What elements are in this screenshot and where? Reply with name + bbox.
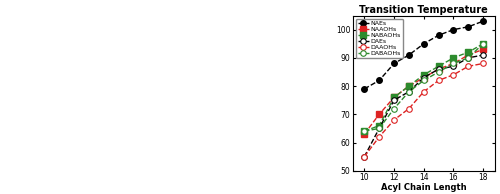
Legend: NAEs, NAAOHs, NABAOHs, DAEs, DAAOHs, DABAOHs: NAEs, NAAOHs, NABAOHs, DAEs, DAAOHs, DAB…: [356, 19, 403, 58]
Line: DAAOHs: DAAOHs: [362, 61, 486, 159]
NABAOHs: [466, 51, 471, 53]
NAEs: [466, 26, 471, 28]
DABAOHs: [436, 71, 442, 73]
Line: NAAOHs: NAAOHs: [362, 47, 486, 137]
NAAOHs: [391, 96, 397, 99]
NAEs: [421, 42, 427, 45]
DABAOHs: [466, 57, 471, 59]
DABAOHs: [450, 62, 456, 65]
NAEs: [391, 62, 397, 65]
Line: NAEs: NAEs: [362, 18, 486, 92]
NABAOHs: [480, 42, 486, 45]
NAAOHs: [436, 68, 442, 70]
DAAOHs: [376, 136, 382, 138]
DAAOHs: [362, 155, 368, 158]
DAEs: [450, 65, 456, 68]
NAAOHs: [421, 76, 427, 79]
DAAOHs: [421, 91, 427, 93]
DAAOHs: [450, 74, 456, 76]
Line: DAEs: DAEs: [362, 52, 486, 159]
DAAOHs: [466, 65, 471, 68]
Line: NABAOHs: NABAOHs: [362, 41, 486, 134]
NABAOHs: [421, 74, 427, 76]
DAEs: [436, 68, 442, 70]
DABAOHs: [362, 130, 368, 132]
DABAOHs: [480, 42, 486, 45]
NAEs: [406, 54, 412, 56]
DABAOHs: [421, 79, 427, 82]
DAEs: [376, 127, 382, 130]
NABAOHs: [391, 96, 397, 99]
NAAOHs: [450, 62, 456, 65]
DAAOHs: [480, 62, 486, 65]
NAEs: [450, 29, 456, 31]
X-axis label: Acyl Chain Length: Acyl Chain Length: [381, 183, 466, 192]
DAAOHs: [391, 119, 397, 121]
DAEs: [421, 76, 427, 79]
NAEs: [376, 79, 382, 82]
DAEs: [466, 57, 471, 59]
NABAOHs: [406, 85, 412, 87]
NAAOHs: [480, 48, 486, 51]
NAAOHs: [376, 113, 382, 115]
NABAOHs: [376, 124, 382, 127]
NAEs: [436, 34, 442, 36]
NAEs: [362, 88, 368, 90]
NAEs: [480, 20, 486, 22]
Line: DABAOHs: DABAOHs: [362, 41, 486, 134]
NABAOHs: [362, 130, 368, 132]
DAEs: [406, 91, 412, 93]
NAAOHs: [406, 85, 412, 87]
Title: Transition Temperature: Transition Temperature: [360, 5, 488, 15]
DAAOHs: [436, 79, 442, 82]
DAAOHs: [406, 107, 412, 110]
DABAOHs: [406, 91, 412, 93]
DAEs: [362, 155, 368, 158]
DAEs: [480, 54, 486, 56]
DABAOHs: [391, 107, 397, 110]
NAAOHs: [466, 54, 471, 56]
DABAOHs: [376, 127, 382, 130]
NABAOHs: [450, 57, 456, 59]
NAAOHs: [362, 133, 368, 135]
NABAOHs: [436, 65, 442, 68]
DAEs: [391, 99, 397, 101]
